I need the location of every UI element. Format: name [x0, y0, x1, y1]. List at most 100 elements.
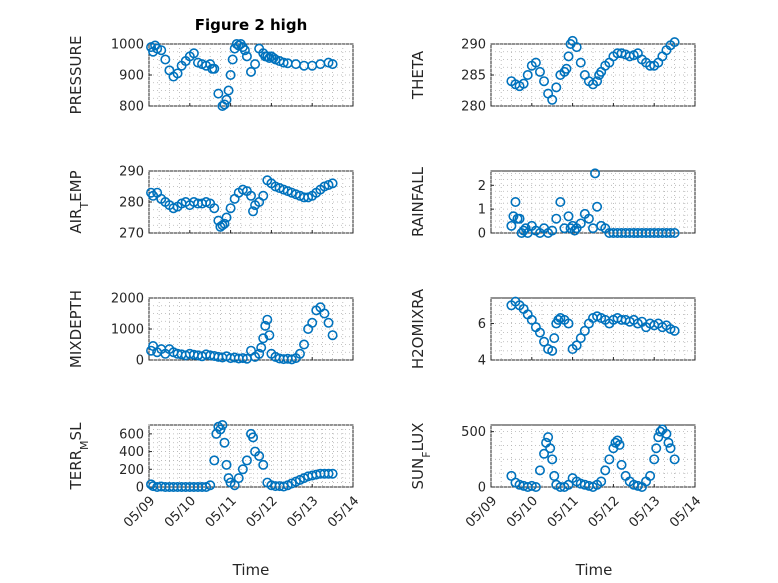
data-point	[506, 220, 517, 231]
y-axis-label-air-temp: AIRTEMP	[67, 170, 91, 233]
y-tick-label: 400	[119, 445, 144, 460]
axes-frame-h2omixra	[490, 297, 696, 361]
data-point	[665, 443, 676, 454]
data-point	[254, 450, 265, 461]
data-point	[254, 348, 265, 359]
y-tick-label: 2	[478, 179, 486, 194]
data-point	[260, 320, 271, 331]
data-point	[596, 476, 607, 487]
axes-frame-theta	[490, 43, 696, 107]
y-tick-label: 285	[461, 69, 486, 84]
data-point	[553, 314, 564, 325]
data-point	[264, 52, 275, 63]
data-point	[632, 480, 643, 491]
data-point	[649, 454, 660, 465]
data-point	[571, 42, 582, 53]
data-point	[241, 51, 252, 62]
data-point	[526, 480, 537, 491]
data-point	[530, 57, 541, 68]
y-axis-label-rainfall: RAINFALL	[409, 166, 427, 237]
data-point	[172, 68, 183, 79]
data-point	[225, 203, 236, 214]
data-point	[547, 345, 558, 356]
data-point	[213, 88, 224, 99]
data-point	[327, 330, 338, 341]
y-axis-label-sun-flux: SUNFLUX	[409, 423, 433, 490]
data-point	[592, 76, 603, 87]
data-point	[520, 223, 531, 234]
data-point	[653, 432, 664, 443]
series-h2omixra	[506, 296, 680, 356]
data-point	[209, 455, 220, 466]
data-point	[237, 353, 248, 364]
data-point	[669, 228, 680, 239]
data-point	[661, 428, 672, 439]
x-axis-label-left: Time	[232, 561, 270, 579]
data-point	[258, 459, 269, 470]
panel-air-temp: 270 280 290 AIRTEMP	[67, 165, 354, 242]
data-point	[233, 473, 244, 484]
data-point	[246, 190, 257, 201]
data-point	[575, 333, 586, 344]
data-point	[547, 225, 558, 236]
figure-title: Figure 2 high	[195, 16, 308, 34]
y-tick-label: 0	[136, 354, 144, 369]
data-point	[665, 228, 676, 239]
data-point	[156, 45, 167, 56]
data-point	[221, 459, 232, 470]
data-point	[549, 470, 560, 481]
data-point	[323, 468, 334, 479]
y-tick-label: 290	[119, 165, 144, 180]
y-tick-label: 1000	[111, 38, 144, 53]
data-point	[188, 48, 199, 59]
data-point	[522, 70, 533, 81]
data-point	[624, 51, 635, 62]
data-point	[209, 63, 220, 74]
data-point	[237, 464, 248, 475]
data-point	[669, 325, 680, 336]
data-point	[551, 82, 562, 93]
y-tick-label: 4	[478, 354, 486, 369]
data-point	[534, 465, 545, 476]
data-point	[327, 178, 338, 189]
data-point	[250, 59, 261, 70]
series-mixdepth	[146, 302, 338, 365]
data-point	[590, 168, 601, 179]
axes-frame-terr-msl	[148, 424, 354, 488]
data-point	[146, 479, 157, 490]
data-point	[327, 468, 338, 479]
data-point	[549, 333, 560, 344]
data-point	[539, 336, 550, 347]
data-point	[534, 327, 545, 338]
data-point	[530, 481, 541, 492]
data-point	[555, 197, 566, 208]
x-axis-label-right: Time	[575, 561, 613, 579]
data-point	[205, 480, 216, 491]
data-point	[669, 454, 680, 465]
panel-pressure: 800 900 1000 PRESSURE	[67, 36, 354, 115]
data-point	[258, 190, 269, 201]
data-point	[510, 197, 521, 208]
data-point	[221, 94, 232, 105]
panel-mixdepth: 0 1000 2000 MIXDEPTH	[67, 290, 354, 369]
series-terr-msl	[146, 419, 338, 492]
data-point	[663, 437, 674, 448]
data-point	[225, 70, 236, 81]
data-point	[604, 454, 615, 465]
data-point	[600, 465, 611, 476]
data-point	[262, 51, 273, 62]
y-axis-label-mixdepth: MIXDEPTH	[67, 290, 85, 368]
data-point	[219, 99, 230, 110]
data-point	[563, 318, 574, 329]
series-rainfall	[506, 168, 680, 239]
y-tick-label: 270	[119, 227, 144, 242]
data-point	[563, 51, 574, 62]
data-point	[241, 455, 252, 466]
data-point	[160, 54, 171, 65]
data-point	[264, 330, 275, 341]
data-point	[579, 325, 590, 336]
data-point	[146, 345, 157, 356]
panel-theta: 280 285 290 THETA	[409, 35, 696, 115]
y-tick-label: 1000	[111, 323, 144, 338]
